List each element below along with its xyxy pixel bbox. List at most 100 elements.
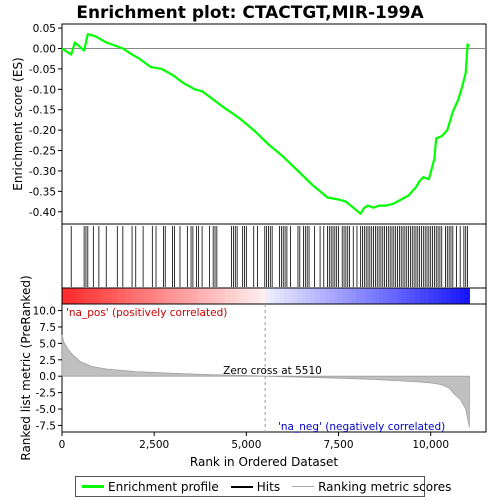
color-bar-segment — [89, 288, 95, 304]
color-bar-segment — [62, 288, 68, 304]
ranking-panel — [61, 303, 487, 433]
color-bar-segment — [351, 288, 357, 304]
es-series — [61, 33, 471, 215]
es-y-axis: 0.05 0.00 -0.05 -0.10 -0.15 -0.20 -0.25 -0.30 -0… — [29, 23, 486, 219]
color-bar-segment — [310, 288, 317, 304]
color-bar-segment — [66, 288, 72, 304]
x-axis-label: Rank in Ordered Dataset — [190, 455, 338, 469]
color-bar-segment — [143, 288, 149, 304]
color-bar-segment — [320, 288, 326, 304]
color-bar-segment — [378, 288, 385, 304]
x-tick-label: 2,500 — [139, 439, 169, 451]
color-bar-segment — [360, 288, 366, 304]
es-ytick-label: 0.00 — [33, 43, 56, 55]
ranking-ytick-label: 0.0 — [39, 371, 56, 383]
chart-title: Enrichment plot: CTACTGT,MIR-199A — [76, 3, 424, 23]
color-bar-segment — [116, 288, 122, 304]
color-bar-segment — [166, 288, 172, 304]
color-bar-segment — [220, 288, 226, 304]
color-bar-segment — [428, 288, 434, 304]
ranking-area — [61, 304, 470, 432]
es-ytick-label: -0.10 — [29, 84, 56, 96]
color-bar-segment — [374, 288, 380, 304]
es-ylabel: Enrichment score (ES) — [11, 57, 25, 190]
color-bar-segment — [338, 288, 344, 304]
color-bar-segment — [274, 288, 280, 304]
color-bar-segment — [401, 288, 407, 304]
color-bar-segment — [80, 288, 86, 304]
hits-panel — [61, 223, 487, 289]
es-ytick-label: -0.05 — [29, 64, 56, 76]
color-bar-segment — [279, 288, 285, 304]
color-bar-segment — [315, 288, 321, 304]
color-bar-segment — [161, 288, 167, 304]
ranking-swatch-icon — [292, 486, 315, 487]
legend-item-profile: Enrichment profile — [82, 480, 219, 494]
es-panel — [61, 23, 487, 225]
neg-label: 'na_neg' (negatively correlated) — [278, 421, 445, 433]
color-bar-segment — [184, 288, 190, 304]
color-bar-segment — [256, 288, 262, 304]
color-bar-segment — [342, 288, 348, 304]
color-bar-segment — [247, 288, 253, 304]
color-bar-segment — [297, 288, 303, 304]
color-bar-segment — [410, 288, 416, 304]
profile-swatch-icon — [82, 485, 104, 488]
es-ytick-label: -0.30 — [29, 166, 56, 178]
color-bar-segment — [71, 288, 77, 304]
color-bar-segment — [179, 288, 185, 304]
color-bar-segment — [234, 288, 240, 304]
ranking-ytick-label: 7.5 — [39, 322, 56, 334]
color-bar-segment — [455, 288, 461, 304]
es-ytick-label: -0.15 — [29, 105, 56, 117]
color-bar-segment — [365, 288, 371, 304]
color-bar-segment — [406, 288, 412, 304]
color-bar-segment — [138, 288, 145, 304]
color-bar-segment — [292, 288, 298, 304]
color-bar-segment — [270, 288, 276, 304]
color-bar-segment — [392, 288, 398, 304]
color-bar-segment — [324, 288, 330, 304]
ranking-y-axis: 10.0 7.5 5.0 2.5 0.0 -2.5 -5.0 -7.5 — [33, 306, 62, 432]
legend-profile-label: Enrichment profile — [108, 479, 219, 494]
es-ytick-label: 0.05 — [33, 23, 56, 35]
es-ytick-label: -0.25 — [29, 146, 56, 158]
color-bar-segment — [419, 288, 425, 304]
zero-cross-label: Zero cross at 5510 — [223, 365, 322, 377]
ranking-ytick-label: -2.5 — [36, 388, 57, 400]
color-bar-segment — [215, 288, 222, 304]
ranking-ylabel: Ranked list metric (PreRanked) — [19, 275, 33, 460]
color-bar-segment — [301, 288, 308, 304]
x-axis: 0 2,500 5,000 7,500 10,000 — [59, 432, 449, 451]
color-bar-segment — [157, 288, 163, 304]
color-bar-segment — [193, 288, 199, 304]
rank-color-bar — [61, 287, 487, 305]
x-tick-label: 0 — [59, 439, 66, 451]
color-bar-segment — [224, 288, 231, 304]
color-bar-segment — [437, 288, 443, 304]
color-bar-segment — [129, 288, 136, 304]
color-bar-segment — [283, 288, 289, 304]
color-bar-segment — [229, 288, 235, 304]
color-bar-segment — [206, 288, 212, 304]
color-bar-segment — [148, 288, 154, 304]
ranking-ytick-label: 5.0 — [39, 338, 56, 350]
color-bar-segment — [238, 288, 244, 304]
color-bar-segment — [211, 288, 217, 304]
color-bar-segment — [93, 288, 99, 304]
color-bar-segment — [451, 288, 457, 304]
color-bar-segment — [460, 288, 466, 304]
x-tick-label: 7,500 — [323, 439, 353, 451]
ranking-ytick-label: -7.5 — [36, 420, 57, 432]
es-ytick-label: -0.35 — [29, 186, 56, 198]
color-bar-segment — [464, 288, 471, 304]
ranking-metric-area — [61, 334, 470, 428]
color-bar-segment — [125, 288, 131, 304]
ranking-ytick-label: -5.0 — [36, 404, 57, 416]
color-bar-segment — [383, 288, 389, 304]
color-bar-segment — [329, 288, 335, 304]
color-bar-segment — [347, 288, 353, 304]
legend-item-ranking: Ranking metric scores — [292, 480, 451, 494]
color-bar-segment — [84, 288, 90, 304]
